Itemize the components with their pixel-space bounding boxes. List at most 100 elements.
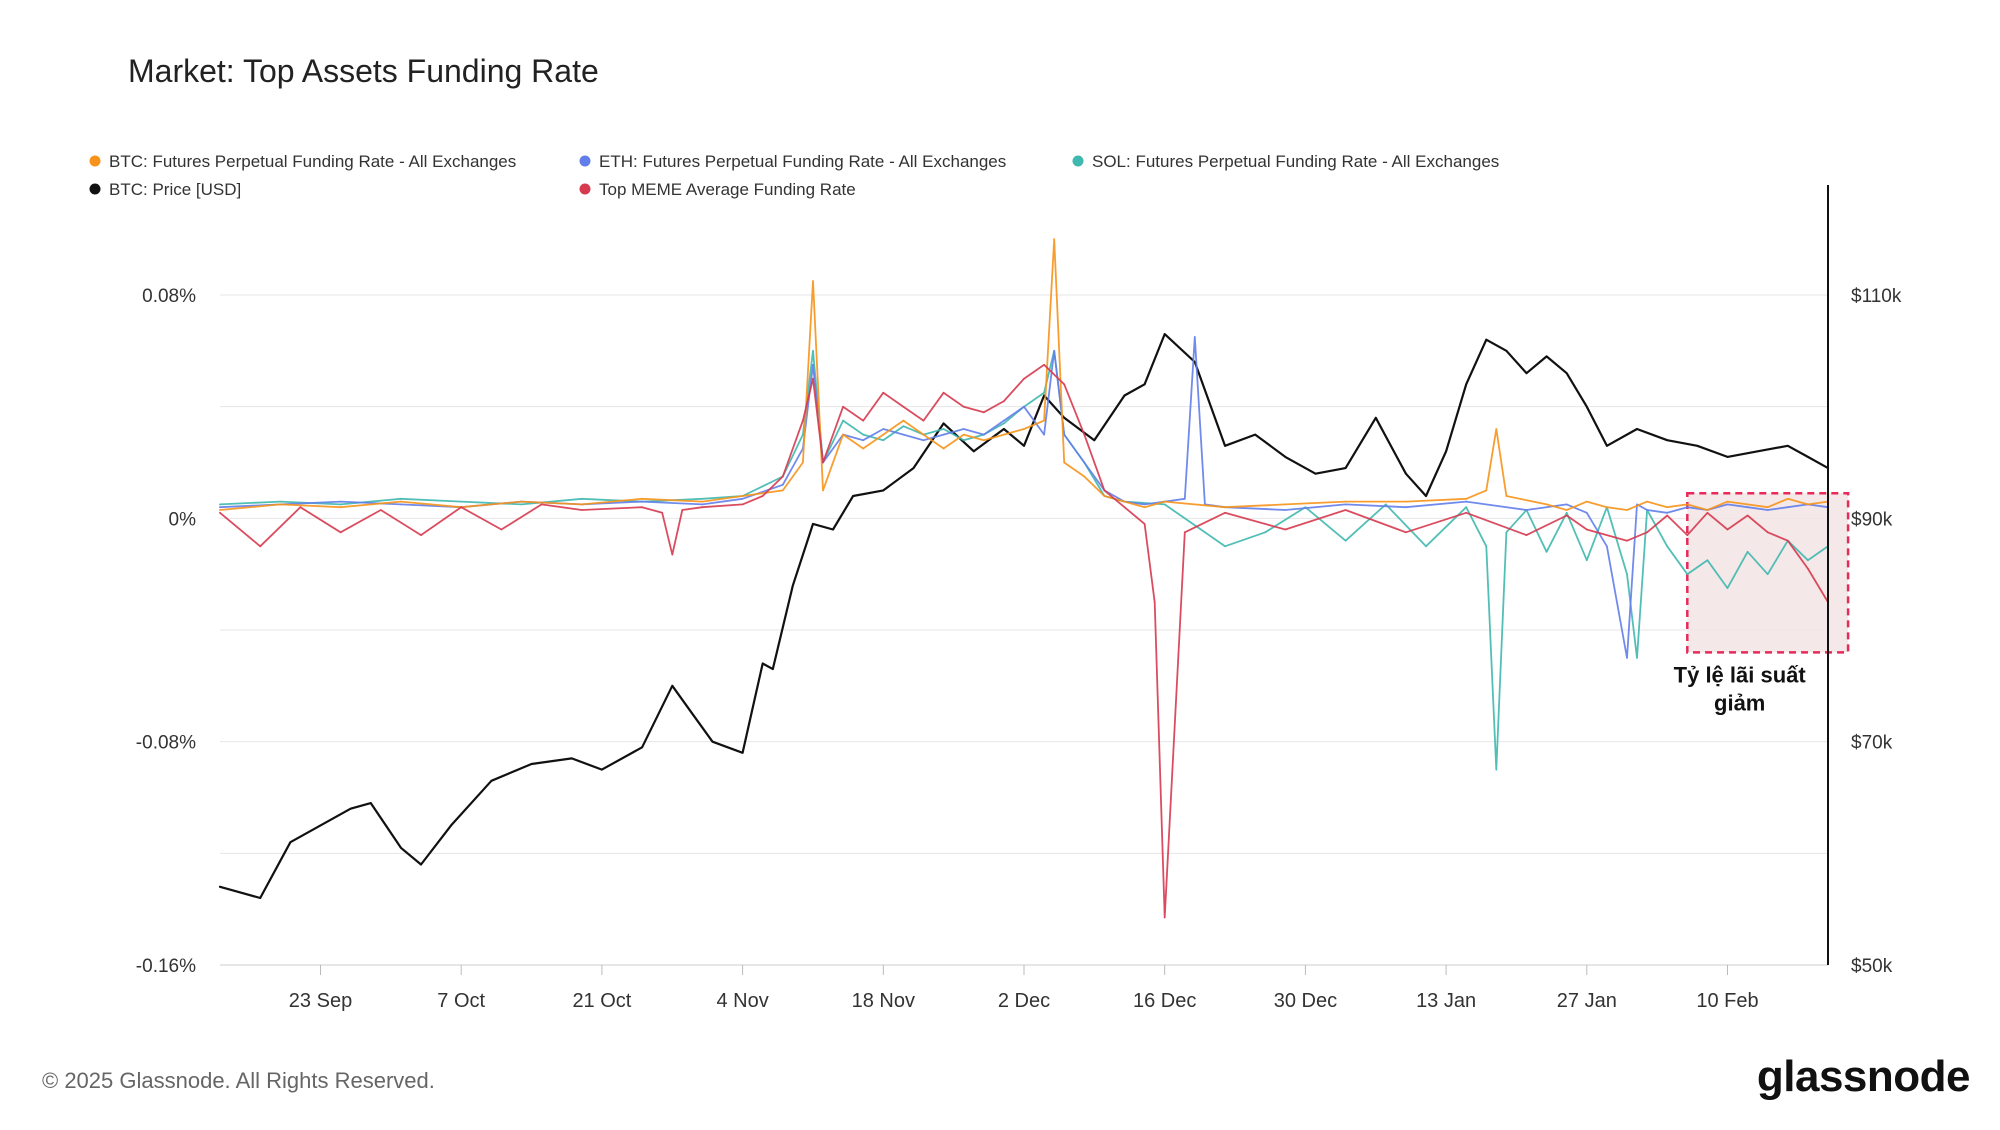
annotation-text-0: Tỷ lệ lãi suất xyxy=(1674,662,1807,687)
series-2-point-47 xyxy=(1666,512,1668,514)
series-2-point-32 xyxy=(1184,498,1186,500)
legend-marker-0 xyxy=(89,155,101,167)
series-3-point-57 xyxy=(1807,559,1809,561)
series-1-point-13 xyxy=(822,489,824,492)
series-4-point-19 xyxy=(812,377,814,380)
series-4-point-26 xyxy=(942,391,945,394)
series-1-point-27 xyxy=(1083,475,1086,478)
legend-marker-1 xyxy=(579,155,591,167)
series-1-point-43 xyxy=(1606,506,1608,509)
series-4-point-24 xyxy=(902,405,905,408)
series-line-4 xyxy=(219,363,1829,919)
series-0-point-60 xyxy=(1787,445,1789,447)
series-0-point-50 xyxy=(1525,372,1528,375)
series-0-point-11 xyxy=(571,757,573,760)
x-tick-label-4: 18 Nov xyxy=(852,990,915,1012)
series-4-point-51 xyxy=(1686,534,1689,536)
series-4-point-10 xyxy=(641,506,643,509)
series-0-point-42 xyxy=(1344,467,1347,469)
series-1-point-34 xyxy=(1344,500,1347,503)
series-1-point-22 xyxy=(1003,433,1005,436)
series-3-point-40 xyxy=(1495,768,1498,771)
series-3-point-3 xyxy=(400,498,402,500)
series-4-point-33 xyxy=(1083,433,1086,436)
series-1-point-47 xyxy=(1686,503,1689,506)
series-1-point-37 xyxy=(1485,489,1488,492)
series-0-point-9 xyxy=(490,780,493,782)
series-group xyxy=(218,238,1830,919)
series-1-point-26 xyxy=(1063,461,1065,464)
series-4-point-4 xyxy=(380,509,382,511)
series-1-point-48 xyxy=(1706,509,1709,511)
series-2-point-41 xyxy=(1565,503,1568,506)
series-0-point-32 xyxy=(1063,417,1065,419)
series-1-point-10 xyxy=(782,489,784,492)
series-1-point-2 xyxy=(339,506,342,509)
series-2-point-22 xyxy=(1003,419,1005,422)
series-2-point-15 xyxy=(862,439,864,442)
series-4-point-55 xyxy=(1766,531,1769,534)
series-3-point-4 xyxy=(460,500,463,503)
series-3-point-50 xyxy=(1666,545,1668,548)
series-1-point-46 xyxy=(1666,506,1668,509)
series-3-point-0 xyxy=(219,503,221,506)
series-0-point-18 xyxy=(751,707,754,709)
series-4-point-45 xyxy=(1525,534,1528,536)
series-1-point-32 xyxy=(1224,506,1226,509)
series-0-point-3 xyxy=(319,824,322,827)
series-1-point-16 xyxy=(882,433,885,436)
series-4-point-15 xyxy=(741,503,744,506)
series-0-point-49 xyxy=(1505,350,1508,352)
series-1-point-7 xyxy=(641,498,643,500)
series-0-point-17 xyxy=(741,752,744,754)
series-0-point-28 xyxy=(973,450,975,453)
series-3-point-37 xyxy=(1425,545,1427,548)
series-4-point-21 xyxy=(842,405,844,408)
series-3-point-16 xyxy=(882,439,885,442)
series-1-point-8 xyxy=(701,500,704,503)
series-0-point-0 xyxy=(219,886,221,888)
series-line-2 xyxy=(219,335,1829,659)
series-4-point-1 xyxy=(259,545,262,548)
series-1-point-44 xyxy=(1626,509,1628,511)
x-tick-label-0: 23 Sep xyxy=(289,990,352,1012)
series-4-point-29 xyxy=(1003,400,1005,402)
axes: 23 Sep 7 Oct 21 Oct 4 Nov 18 Nov 2 Dec 16 Dec 3… xyxy=(136,185,1902,1012)
y-right-label-3: $50k xyxy=(1851,956,1893,977)
series-0-point-7 xyxy=(420,863,422,866)
series-0-point-36 xyxy=(1163,333,1166,335)
series-4-point-36 xyxy=(1143,523,1146,525)
series-2-point-51 xyxy=(1746,506,1749,509)
series-4-point-20 xyxy=(822,461,824,464)
series-4-point-16 xyxy=(761,495,764,497)
series-4-point-5 xyxy=(420,534,422,536)
series-3-point-51 xyxy=(1686,573,1689,575)
series-0-point-19 xyxy=(761,662,764,665)
chart-title: Market: Top Assets Funding Rate xyxy=(128,53,599,89)
series-2-point-37 xyxy=(1344,503,1347,506)
series-3-point-33 xyxy=(1264,531,1266,534)
series-3-point-45 xyxy=(1586,559,1588,561)
series-0-point-33 xyxy=(1093,439,1096,442)
series-0-point-25 xyxy=(882,489,885,492)
series-2-point-53 xyxy=(1787,506,1789,509)
series-4-point-37 xyxy=(1153,601,1156,603)
series-0-point-5 xyxy=(370,802,372,804)
series-4-point-42 xyxy=(1344,509,1347,511)
series-2-point-0 xyxy=(219,506,221,509)
series-0-point-44 xyxy=(1405,472,1407,475)
series-2-point-10 xyxy=(782,484,784,486)
series-3-point-17 xyxy=(902,425,905,428)
series-0-point-41 xyxy=(1314,472,1317,475)
series-4-point-38 xyxy=(1163,916,1166,919)
series-2-point-52 xyxy=(1766,509,1769,511)
series-3-point-15 xyxy=(862,433,864,436)
series-4-point-46 xyxy=(1565,514,1568,517)
series-4-point-8 xyxy=(540,503,543,506)
series-2-point-25 xyxy=(1053,350,1055,352)
series-2-point-27 xyxy=(1083,461,1086,464)
series-4-point-52 xyxy=(1706,512,1709,514)
series-4-point-54 xyxy=(1746,514,1749,517)
annotation-text-1: giảm xyxy=(1714,690,1765,715)
